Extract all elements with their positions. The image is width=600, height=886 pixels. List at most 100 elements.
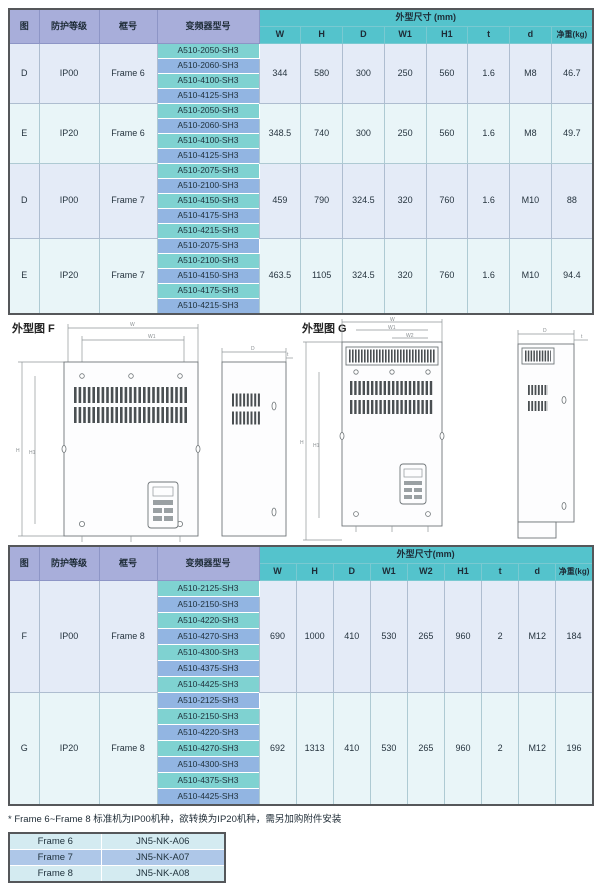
model-cell: A510-2125-SH3 (156, 692, 260, 709)
column-header-2: 框号 (98, 545, 158, 581)
svg-text:t: t (287, 352, 289, 358)
dim-value-W: 692 (258, 692, 297, 806)
protection-cell: IP20 (38, 692, 100, 806)
model-cell: A510-4215-SH3 (156, 223, 260, 239)
column-header-3: 变频器型号 (156, 8, 260, 44)
side-vent-grille (232, 393, 260, 425)
model-cell: A510-4125-SH3 (156, 148, 260, 164)
dim-value-W: 344 (258, 43, 302, 104)
column-header-0: 图 (8, 8, 40, 44)
svg-text:W1: W1 (388, 325, 396, 331)
dim-value-D: 324.5 (342, 238, 385, 315)
protection-cell: IP00 (38, 580, 100, 693)
dimension-table-frame8: 图防护等级 框号 变频器型号 外型尺寸(mm) W H D W1 W2 H1 t d 净重(kg) F IP… (8, 545, 594, 806)
column-header-0: 图 (8, 545, 40, 581)
model-cell: A510-4150-SH3 (156, 193, 260, 209)
figure-cell: F (8, 580, 40, 693)
model-cell: A510-2100-SH3 (156, 253, 260, 269)
dim-value-t: 1.6 (467, 43, 510, 104)
dim-value-净重(kg): 46.7 (550, 43, 594, 104)
accessory-frame-cell: Frame 7 (8, 849, 102, 866)
outline-drawing-f-figure: W W1 H H1 (16, 322, 293, 542)
keypad (147, 481, 179, 529)
model-cell: A510-2150-SH3 (156, 708, 260, 725)
svg-text:D: D (543, 328, 547, 334)
model-cell: A510-2100-SH3 (156, 178, 260, 194)
model-cell: A510-4100-SH3 (156, 73, 260, 89)
model-cell: A510-2150-SH3 (156, 596, 260, 613)
model-cell: A510-4215-SH3 (156, 298, 260, 315)
dim-value-H1: 560 (425, 103, 469, 164)
dim-value-d: M12 (518, 580, 557, 693)
dim-header-4: W2 (406, 563, 445, 581)
svg-text:W2: W2 (406, 333, 414, 339)
dim-value-H1: 560 (425, 43, 469, 104)
accessory-table: Frame 6 JN5-NK-A06 Frame 7 JN5-NK-A07 Frame … (8, 832, 226, 883)
dim-value-D: 300 (342, 43, 385, 104)
side-view: D t (517, 328, 588, 539)
svg-text:H: H (300, 440, 304, 446)
frame-cell: Frame 6 (98, 103, 158, 164)
model-cell: A510-4220-SH3 (156, 724, 260, 741)
model-cell: A510-4175-SH3 (156, 208, 260, 224)
side-vent-grille (528, 385, 548, 411)
model-cell: A510-4100-SH3 (156, 133, 260, 149)
dim-value-d: M8 (509, 43, 552, 104)
dimension-group-header: 外型尺寸(mm) (258, 545, 594, 564)
dim-header-8: 净重(kg) (555, 563, 594, 581)
side-view: D t (221, 346, 293, 537)
accessory-frame-cell: Frame 6 (8, 832, 102, 850)
dim-value-t: 1.6 (467, 163, 510, 239)
front-view: W W1 H H1 (16, 322, 201, 542)
protection-cell: IP20 (38, 238, 100, 315)
dim-value-W1: 250 (383, 103, 427, 164)
figure-cell: E (8, 103, 40, 164)
dim-value-W1: 320 (383, 163, 427, 239)
dim-header-2: D (332, 563, 371, 581)
dim-header-4: H1 (425, 26, 469, 44)
svg-text:W: W (130, 322, 135, 328)
dim-header-5: t (467, 26, 510, 44)
dim-header-7: 净重(kg) (550, 26, 594, 44)
outline-drawing-g-label: 外型图 G (302, 323, 347, 335)
model-cell: A510-4375-SH3 (156, 660, 260, 677)
side-top-grille (521, 347, 555, 365)
dim-value-净重(kg): 49.7 (550, 103, 594, 164)
outline-drawing-g: 外型图 G W W1 W2 H H1 (298, 314, 592, 544)
model-cell: A510-4270-SH3 (156, 628, 260, 645)
column-header-1: 防护等级 (38, 545, 100, 581)
svg-text:W: W (390, 317, 395, 323)
model-cell: A510-2050-SH3 (156, 43, 260, 59)
model-cell: A510-4270-SH3 (156, 740, 260, 757)
figure-cell: D (8, 163, 40, 239)
model-cell: A510-4220-SH3 (156, 612, 260, 629)
model-cell: A510-4175-SH3 (156, 283, 260, 299)
frame-cell: Frame 6 (98, 43, 158, 104)
dim-value-W1: 530 (369, 692, 408, 806)
figure-cell: G (8, 692, 40, 806)
figure-cell: E (8, 238, 40, 315)
dim-value-W: 690 (258, 580, 297, 693)
model-cell: A510-4150-SH3 (156, 268, 260, 284)
dim-value-W2: 265 (406, 692, 445, 806)
dim-value-净重(kg): 88 (550, 163, 594, 239)
dim-value-W1: 530 (369, 580, 408, 693)
dim-header-0: W (258, 563, 297, 581)
dim-header-7: d (518, 563, 557, 581)
dim-value-d: M10 (509, 238, 552, 315)
front-view: W W1 W2 H H1 (300, 317, 445, 541)
dim-value-H1: 960 (443, 692, 483, 806)
dim-value-净重(kg): 196 (555, 692, 594, 806)
protection-cell: IP00 (38, 163, 100, 239)
frame-cell: Frame 7 (98, 163, 158, 239)
dim-value-W: 348.5 (258, 103, 302, 164)
dim-value-H1: 760 (425, 238, 469, 315)
svg-text:H: H (16, 448, 20, 454)
dim-value-H: 1313 (295, 692, 334, 806)
dim-header-3: W1 (383, 26, 427, 44)
accessory-table-wrap: Frame 6 JN5-NK-A06 Frame 7 JN5-NK-A07 Frame … (8, 832, 226, 883)
dim-header-5: H1 (443, 563, 483, 581)
svg-text:W1: W1 (148, 334, 156, 340)
accessory-partno-cell: JN5-NK-A07 (100, 849, 226, 866)
